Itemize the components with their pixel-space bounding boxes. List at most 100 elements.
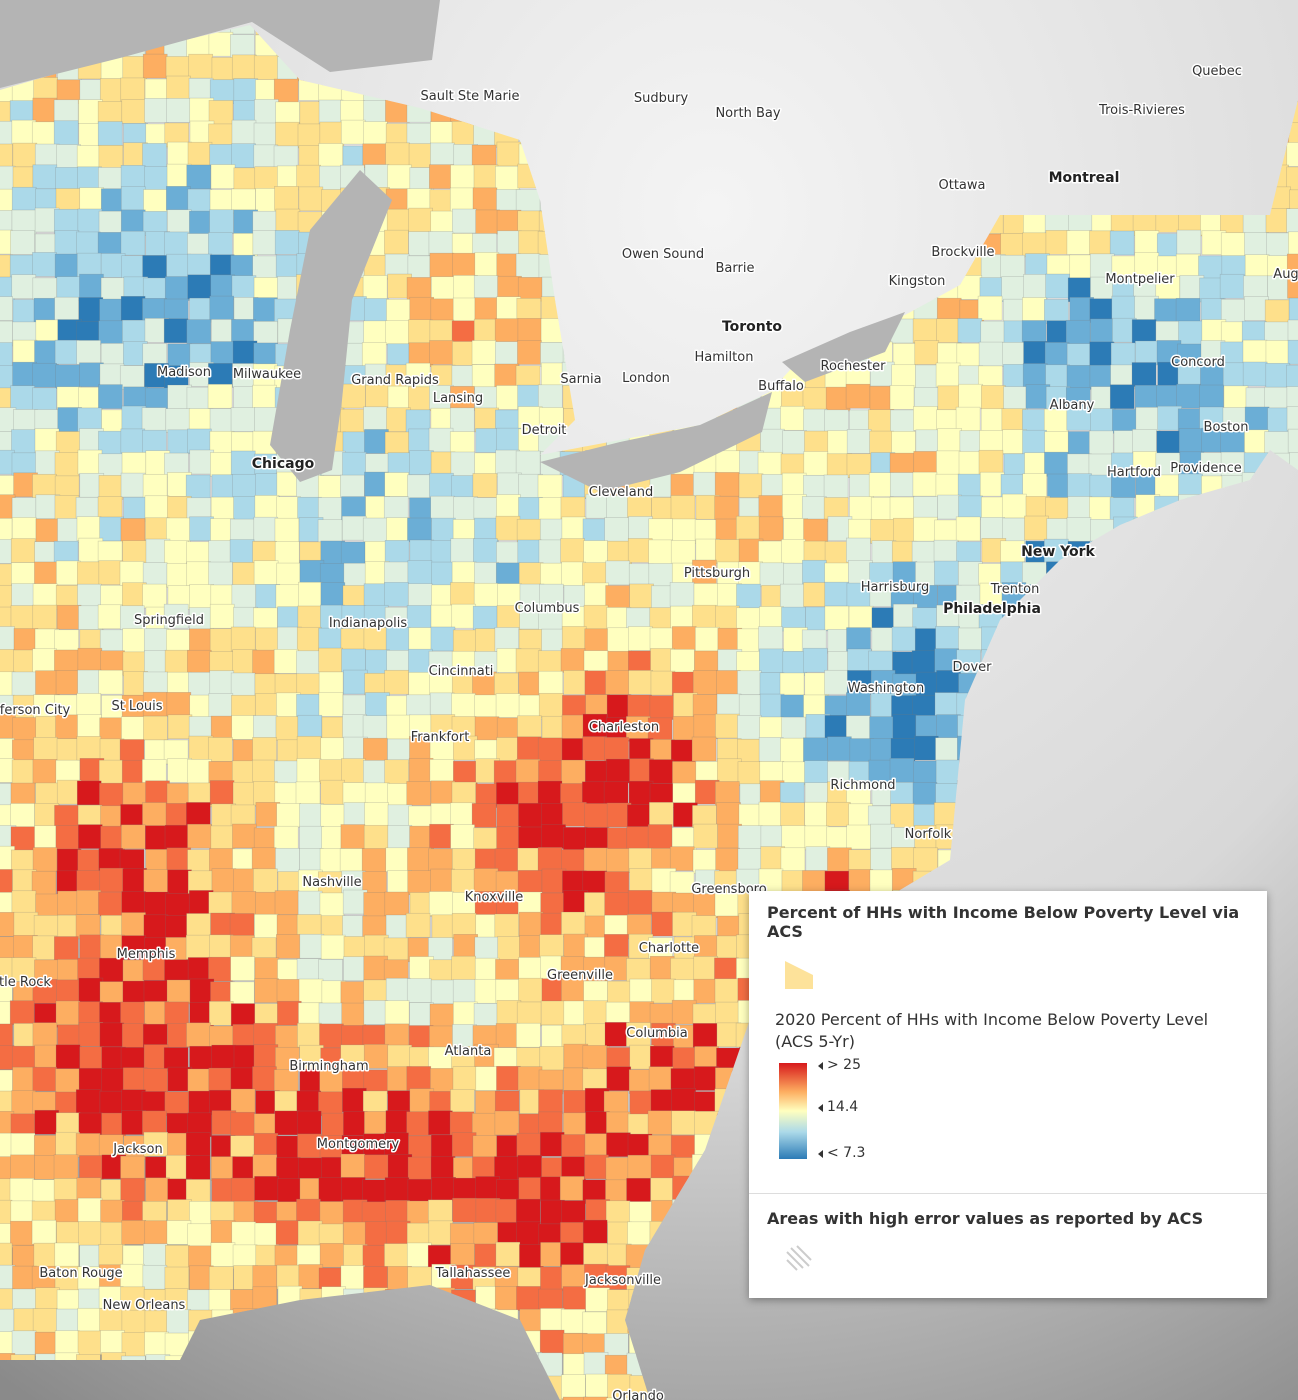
- county: [340, 408, 365, 434]
- county: [561, 561, 586, 587]
- county: [451, 475, 476, 500]
- county: [892, 714, 918, 740]
- county: [56, 79, 82, 105]
- county: [341, 648, 366, 674]
- county: [274, 1110, 300, 1136]
- county: [1154, 298, 1179, 324]
- county: [365, 692, 390, 717]
- county: [582, 1311, 608, 1337]
- county: [186, 561, 212, 587]
- county: [669, 582, 695, 607]
- county: [1022, 232, 1047, 258]
- county: [141, 759, 167, 784]
- county: [1220, 451, 1246, 477]
- county: [981, 496, 1006, 522]
- city-label: Owen Sound: [622, 247, 704, 262]
- county: [32, 1066, 58, 1092]
- county: [472, 187, 498, 213]
- county: [209, 628, 235, 653]
- county: [208, 232, 233, 257]
- county: [187, 649, 212, 675]
- county: [32, 277, 58, 303]
- city-label: Columbia: [626, 1026, 687, 1041]
- county: [848, 869, 874, 894]
- county: [1244, 429, 1269, 455]
- county: [473, 318, 499, 344]
- county: [318, 647, 343, 673]
- county: [296, 164, 321, 190]
- county: [647, 1110, 673, 1136]
- county: [78, 297, 104, 322]
- county: [363, 121, 388, 146]
- county: [715, 781, 740, 806]
- county: [144, 98, 169, 123]
- county: [189, 210, 214, 236]
- county: [936, 318, 961, 343]
- county: [187, 759, 212, 784]
- county: [428, 427, 454, 453]
- city-label: Memphis: [117, 947, 176, 962]
- county: [561, 626, 587, 651]
- county: [1044, 431, 1069, 456]
- color-ramp: > 25 14.4 < 7.3: [779, 1057, 1267, 1163]
- county: [0, 296, 13, 321]
- county: [1244, 296, 1269, 321]
- county: [1199, 277, 1224, 303]
- county: [385, 977, 411, 1003]
- county: [540, 562, 565, 588]
- county: [343, 669, 368, 695]
- county: [846, 453, 872, 479]
- county: [208, 1067, 234, 1093]
- county: [496, 826, 521, 851]
- county: [955, 516, 981, 542]
- county: [10, 230, 35, 255]
- county: [142, 53, 168, 79]
- county: [473, 497, 499, 523]
- county: [163, 318, 189, 344]
- hatch: [786, 1245, 812, 1271]
- county: [495, 341, 520, 366]
- county: [33, 737, 58, 762]
- county: [209, 209, 234, 235]
- county: [407, 255, 433, 281]
- county: [517, 1154, 543, 1180]
- county: [1089, 341, 1115, 367]
- county: [672, 518, 697, 544]
- county: [582, 1219, 608, 1245]
- county: [121, 716, 146, 741]
- county: [297, 714, 323, 740]
- county: [296, 650, 321, 676]
- county: [913, 406, 938, 431]
- county: [912, 782, 938, 807]
- county: [449, 187, 475, 213]
- county: [165, 893, 190, 918]
- county: [340, 474, 365, 500]
- county: [759, 648, 784, 674]
- county: [629, 868, 654, 893]
- county: [956, 342, 982, 368]
- county: [253, 144, 279, 170]
- county: [540, 1000, 566, 1026]
- county: [693, 978, 719, 1004]
- county: [254, 978, 279, 1003]
- county: [55, 167, 80, 192]
- county: [98, 210, 124, 236]
- county: [319, 892, 345, 918]
- county: [452, 1066, 478, 1091]
- county: [494, 318, 520, 343]
- county: [321, 1112, 347, 1138]
- county: [98, 759, 124, 785]
- county: [715, 1001, 740, 1027]
- county: [406, 978, 432, 1003]
- city-label: Barrie: [716, 261, 755, 276]
- county: [186, 1022, 211, 1048]
- county: [120, 1155, 145, 1181]
- county: [936, 714, 961, 739]
- county: [452, 629, 478, 655]
- county: [121, 319, 147, 345]
- city-label: Richmond: [830, 778, 895, 793]
- county: [274, 230, 300, 255]
- county: [76, 780, 102, 806]
- county: [55, 1068, 80, 1094]
- county: [539, 934, 564, 959]
